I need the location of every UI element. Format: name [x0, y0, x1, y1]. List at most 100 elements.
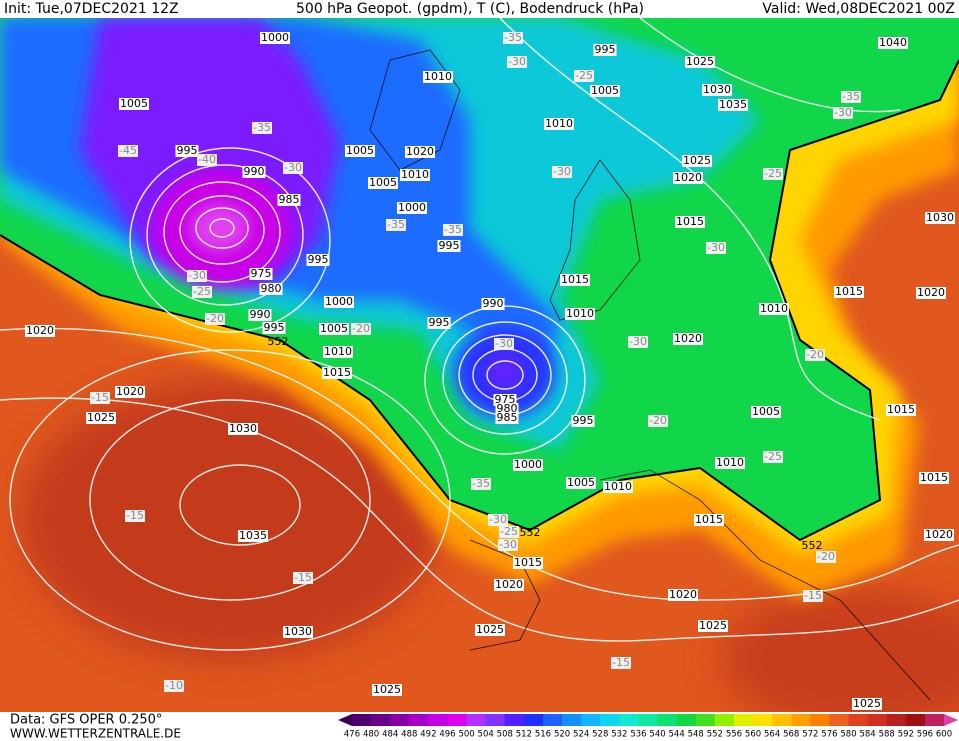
colorbar-tick-label: 568 — [783, 730, 799, 740]
temperature-label-text: -35 — [842, 90, 860, 103]
temperature-label-text: -20 — [806, 348, 824, 361]
isobar-label: 1010 — [544, 117, 574, 130]
isobar-label: 1010 — [323, 345, 353, 358]
temperature-label-text: -35 — [387, 218, 405, 231]
isobar-label-box — [878, 37, 908, 49]
colorbar-cell — [352, 714, 372, 726]
temperature-label: -25 — [763, 167, 783, 180]
isobar-label: 1005 — [590, 84, 620, 97]
temperature-label-text: -30 — [629, 335, 647, 348]
temperature-label: -20 — [351, 322, 371, 335]
isobar-label-box — [277, 194, 301, 206]
temperature-label-text: -30 — [188, 269, 206, 282]
temperature-label-text: -25 — [500, 525, 518, 538]
colorbar-tick-label: 508 — [497, 730, 513, 740]
temperature-label: -30 — [628, 335, 648, 348]
isobar-label-text: 1010 — [760, 302, 788, 315]
colorbar-tick-label: 540 — [649, 730, 665, 740]
isobar-label-text: 1030 — [284, 625, 312, 638]
temperature-label: -40 — [197, 153, 217, 166]
temperature-label-text: -30 — [284, 161, 302, 174]
isobar-label-text: 1030 — [703, 83, 731, 96]
temperature-label: -35 — [841, 90, 861, 103]
isobar-label-text: 1010 — [566, 307, 594, 320]
colorbar-cell — [638, 714, 659, 726]
colorbar-cell — [924, 714, 945, 726]
temperature-label: -25 — [499, 525, 519, 538]
temperature-label-box — [283, 162, 303, 174]
isobar-label: 1020 — [25, 324, 55, 337]
temperature-label-text: -15 — [126, 509, 144, 522]
isobar-label: 1005 — [751, 405, 781, 418]
isobar-label-text: 1000 — [261, 31, 289, 44]
colorbar-tick-label: 492 — [420, 730, 436, 740]
isobar-label-text: 1025 — [373, 683, 401, 696]
isobar-label: 1015 — [694, 513, 724, 526]
temperature-label-text: -35 — [253, 121, 271, 134]
isobar-label-box — [427, 317, 451, 329]
temperature-label-box — [125, 510, 145, 522]
isobar-label-text: 1030 — [229, 422, 257, 435]
isobar-label-box — [759, 303, 789, 315]
isobar-label-text: 1015 — [835, 285, 863, 298]
colorbar-tick-label: 496 — [439, 730, 455, 740]
temperature-label: -30 — [833, 106, 853, 119]
temperature-label: -15 — [125, 509, 145, 522]
isobar-label-box — [603, 481, 633, 493]
colorbar-tick-label: 528 — [592, 730, 608, 740]
colorbar-cell — [657, 714, 678, 726]
isobar-label-text: 1020 — [406, 145, 434, 158]
isobar-label: 1015 — [513, 556, 543, 569]
isobar-label: 1020 — [673, 332, 703, 345]
temperature-label-text: -30 — [489, 513, 507, 526]
colorbar-cell — [447, 714, 468, 726]
isobar-label-text: 1010 — [424, 70, 452, 83]
colorbar-cell — [619, 714, 639, 726]
temperature-label: -30 — [507, 55, 527, 68]
isobar-label: 1000 — [324, 295, 354, 308]
isobar-label-box — [319, 323, 349, 335]
colorbar-cell — [867, 714, 888, 726]
isobar-label-text: 1005 — [591, 84, 619, 97]
temperature-label-box — [192, 286, 212, 298]
isobar-label-text: 1000 — [325, 295, 353, 308]
temperature-label-text: -15 — [294, 571, 312, 584]
colorbar-arrow — [944, 714, 958, 726]
temperature-label-text: -20 — [206, 312, 224, 325]
colorbar-tick-label: 560 — [745, 730, 761, 740]
colorbar-cell — [714, 714, 735, 726]
isobar-label-box — [175, 145, 199, 157]
isobar-label: 985 — [277, 193, 301, 206]
isobar-label-box — [702, 84, 732, 96]
temperature-label-box — [648, 415, 668, 427]
isobar-label-text: 1005 — [567, 476, 595, 489]
isobar-label-text: 1025 — [683, 154, 711, 167]
isobar-label-text: 995 — [595, 43, 616, 56]
colorbar-cell — [600, 714, 620, 726]
temperature-label: -15 — [803, 589, 823, 602]
isobar-label-text: 1010 — [545, 117, 573, 130]
isobar-label-text: 995 — [308, 253, 329, 266]
isobar-label-text: 1020 — [495, 578, 523, 591]
isobar-label-text: 1015 — [323, 366, 351, 379]
temperature-label: -20 — [805, 348, 825, 361]
isobar-label-box — [322, 367, 352, 379]
colorbar-cell — [428, 714, 448, 726]
colorbar-cell — [810, 714, 830, 726]
isobar-label-box — [115, 386, 145, 398]
isobar-label-box — [916, 287, 946, 299]
colorbar-cell — [562, 714, 582, 726]
isobar-label-text: 1010 — [716, 456, 744, 469]
colorbar-tick-label: 592 — [898, 730, 914, 740]
height-label-text: 552 — [520, 526, 541, 539]
isobar-label-text: 990 — [244, 165, 265, 178]
colorbar-cell — [695, 714, 716, 726]
temperature-label-box — [706, 242, 726, 254]
isobar-label-box — [513, 459, 543, 471]
data-source: Data: GFS OPER 0.250° — [10, 713, 162, 728]
isobar-label-text: 980 — [261, 282, 282, 295]
isobar-label-text: 1025 — [699, 619, 727, 632]
isobar-label: 1030 — [283, 625, 313, 638]
colorbar-cell — [753, 714, 773, 726]
temperature-label: -30 — [488, 513, 508, 526]
